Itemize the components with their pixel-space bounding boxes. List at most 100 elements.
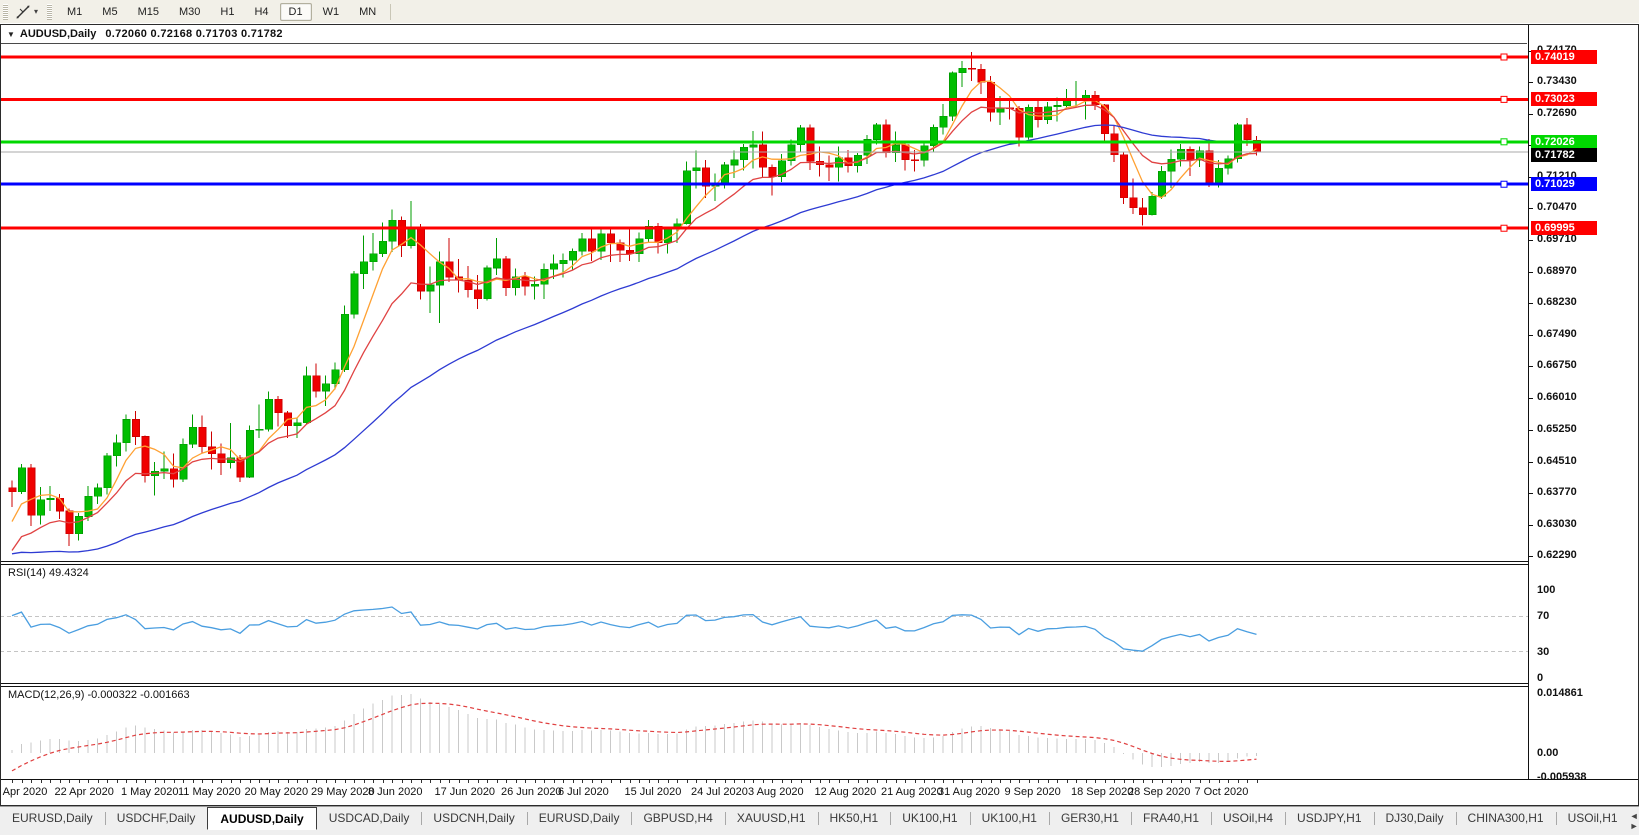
price-tick-mark <box>1529 113 1533 115</box>
collapse-arrow-icon[interactable]: ▼ <box>7 29 15 39</box>
macd-chart-canvas[interactable] <box>0 687 1528 779</box>
price-tick-label: 0.72690 <box>1537 106 1577 119</box>
ma-line-slow <box>11 124 1257 555</box>
date-tick <box>781 780 783 783</box>
date-tick <box>572 780 574 783</box>
hline-objects-layer <box>0 53 1528 232</box>
date-tick <box>563 780 564 783</box>
price-tick-label: 0.66750 <box>1537 359 1577 372</box>
chart-tab-eurusd-daily[interactable]: EURUSD,Daily <box>12 811 93 825</box>
rsi-axis-label: 100 <box>1537 584 1556 596</box>
date-tick <box>1190 780 1191 783</box>
chart-tab-dj30-daily[interactable]: DJ30,Daily <box>1373 807 1456 830</box>
macd-axis-label: -0.005938 <box>1537 771 1587 783</box>
date-tick <box>848 780 849 783</box>
date-tick <box>971 780 973 783</box>
chart-tab-bar: EURUSD,Daily USDCHF,Daily AUDUSD,Daily USDC… <box>0 806 1639 835</box>
date-tick <box>316 780 317 783</box>
ma-line-fast <box>11 80 1257 522</box>
date-tick <box>933 780 935 783</box>
hline-handle[interactable] <box>1500 180 1508 188</box>
timeframe-button-m15[interactable]: M15 <box>137 6 159 18</box>
date-tick <box>1019 780 1020 783</box>
hline-price-label: 0.72026 <box>1531 134 1597 149</box>
date-tick <box>259 780 260 783</box>
timeframe-button-m5[interactable]: M5 <box>102 6 118 18</box>
price-tick-mark <box>1529 430 1533 432</box>
chart-tab-china300-h1[interactable]: CHINA300,H1 <box>1455 807 1556 830</box>
timeframe-button-h4[interactable]: H4 <box>254 6 269 18</box>
chart-tab-usoil-h1[interactable]: USOil,H1 <box>1555 807 1630 830</box>
chart-tab-ger30-h1[interactable]: GER30,H1 <box>1048 807 1131 830</box>
hline-handle[interactable] <box>1500 224 1508 232</box>
date-tick <box>145 780 146 783</box>
date-tick <box>50 780 51 783</box>
date-tick <box>1152 780 1153 783</box>
date-tick <box>335 780 336 783</box>
macd-panel-separator[interactable] <box>0 683 1639 687</box>
date-tick <box>458 780 460 783</box>
price-tick-mark <box>1529 366 1533 368</box>
date-tick <box>31 780 32 783</box>
price-tick-label: 0.68230 <box>1537 296 1577 309</box>
date-tick <box>924 780 925 783</box>
timeframe-button-m1[interactable]: M1 <box>67 6 83 18</box>
date-tick <box>1161 780 1163 783</box>
date-tick <box>610 780 612 783</box>
chart-tab-audusd-daily[interactable]: AUDUSD,Daily <box>207 807 317 830</box>
hline-price-label: 0.71029 <box>1531 177 1597 192</box>
hline-handle[interactable] <box>1500 53 1508 61</box>
timeframe-button-h1[interactable]: H1 <box>220 6 235 18</box>
tab-scroll-arrows-icon[interactable]: ◄ ► <box>1629 811 1639 831</box>
date-tick <box>1256 780 1258 783</box>
chart-tab-usdcnh-daily[interactable]: USDCNH,Daily <box>421 807 526 830</box>
date-tick <box>297 780 298 783</box>
chart-tab-usdcad-daily[interactable]: USDCAD,Daily <box>328 811 410 825</box>
date-tick <box>88 780 89 783</box>
chart-tab-uk100-h1[interactable]: UK100,H1 <box>890 807 969 830</box>
rsi-chart-canvas[interactable] <box>0 565 1528 683</box>
chart-tab-fra40-h1[interactable]: FRA40,H1 <box>1130 807 1211 830</box>
hline-handle[interactable] <box>1500 138 1508 146</box>
date-tick <box>1009 780 1011 783</box>
price-axis[interactable]: 0.741700.734300.726900.719500.712100.704… <box>1528 24 1639 783</box>
chart-tab-usdjpy-h1[interactable]: USDJPY,H1 <box>1285 807 1373 830</box>
date-tick <box>914 780 916 783</box>
date-tick <box>154 780 156 783</box>
date-tick <box>411 780 412 783</box>
date-tick <box>667 780 669 783</box>
toolbar-separator <box>390 3 392 20</box>
crosshair-tool-icon[interactable] <box>13 3 33 21</box>
tool-dropdown-arrow-icon[interactable]: ▾ <box>34 7 39 16</box>
chart-tab-xauusd-h1[interactable]: XAUUSD,H1 <box>724 807 818 830</box>
chart-tab-uk100-h1[interactable]: UK100,H1 <box>969 807 1049 830</box>
date-tick <box>135 780 137 783</box>
date-axis-label: 7 Oct 2020 <box>1194 786 1249 798</box>
date-tick <box>553 780 555 783</box>
timeframe-button-m30[interactable]: M30 <box>178 6 201 18</box>
price-chart-canvas[interactable] <box>0 45 1528 561</box>
rsi-panel-separator[interactable] <box>0 561 1639 565</box>
date-tick <box>677 780 678 783</box>
date-tick <box>1123 780 1125 783</box>
date-tick <box>639 780 640 783</box>
chart-tab-usdchf-daily[interactable]: USDCHF,Daily <box>104 807 208 830</box>
chart-tab-hk50-h1[interactable]: HK50,H1 <box>817 807 891 830</box>
date-tick <box>1104 780 1106 783</box>
timeframe-button-w1[interactable]: W1 <box>322 6 340 18</box>
timeframe-button-d1[interactable]: D1 <box>279 3 312 21</box>
hline-handle[interactable] <box>1500 95 1508 103</box>
date-tick <box>325 780 327 783</box>
date-tick <box>1114 780 1115 783</box>
chart-tab-usoil-h4[interactable]: USOil,H4 <box>1211 807 1285 830</box>
chart-tab-gbpusd-h4[interactable]: GBPUSD,H4 <box>631 807 724 830</box>
date-tick <box>686 780 688 783</box>
timeframe-button-mn[interactable]: MN <box>359 6 377 18</box>
toolbar-grip[interactable] <box>3 3 8 20</box>
date-tick <box>487 780 488 783</box>
chart-tab-eurusd-daily[interactable]: EURUSD,Daily <box>526 807 632 830</box>
date-tick <box>211 780 213 783</box>
toolbar-grip-2[interactable] <box>47 3 53 20</box>
date-tick <box>962 780 963 783</box>
